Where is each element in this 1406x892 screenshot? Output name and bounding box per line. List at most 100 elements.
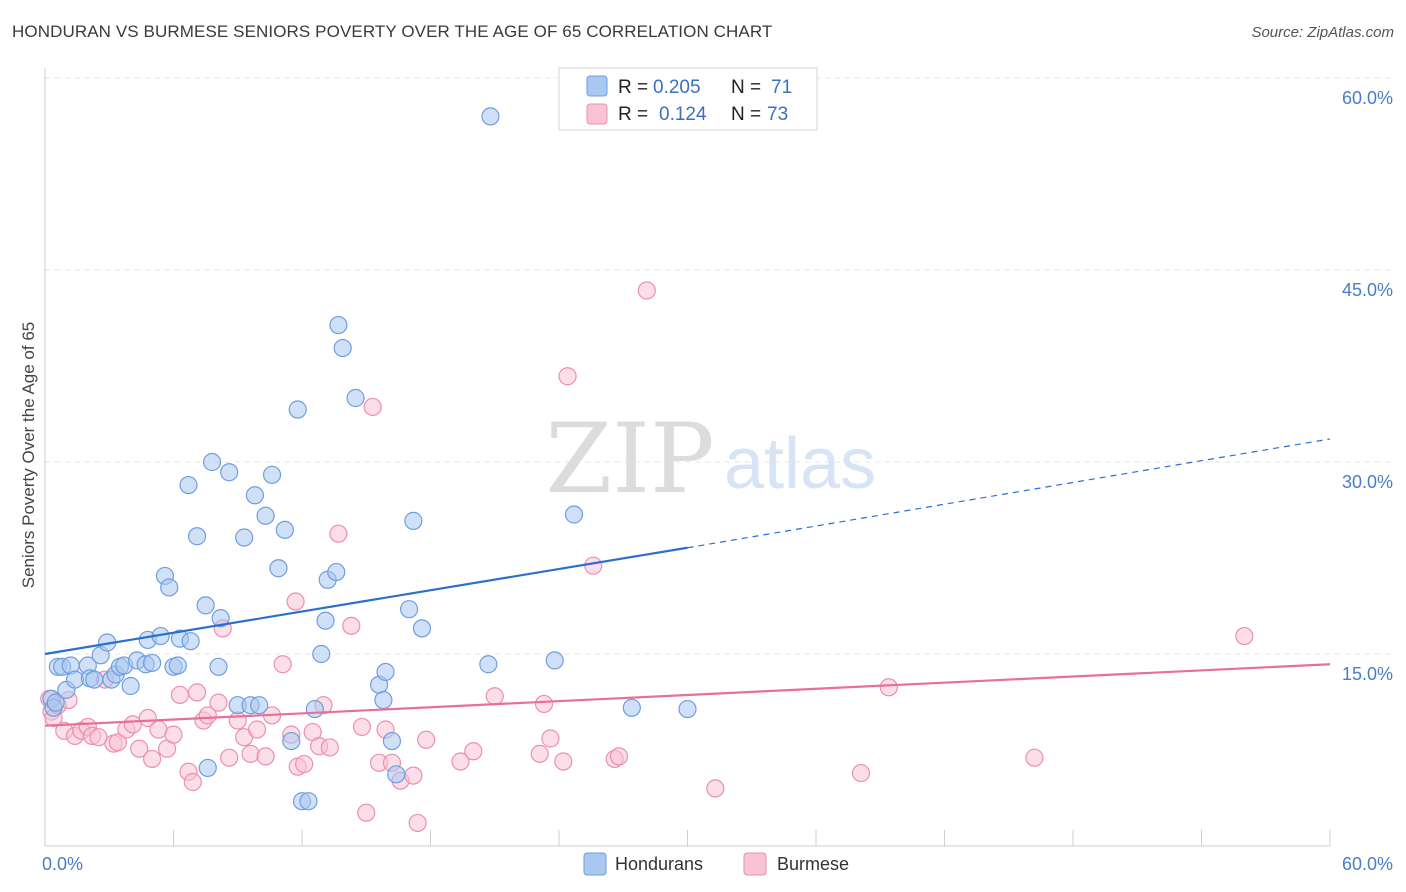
- burmese-point-46: [329, 524, 348, 543]
- burmese-point-66: [584, 556, 603, 575]
- burmese-trend-line: [44, 663, 1331, 727]
- burmese-point-57: [417, 730, 436, 749]
- legend-n-label-burmese: N =: [731, 104, 761, 125]
- burmese-point-31: [228, 711, 247, 730]
- bottom-legend-swatch-burmese: [743, 852, 767, 876]
- burmese-point-49: [357, 803, 376, 822]
- burmese-point-59: [464, 742, 483, 761]
- honduran-point-24: [160, 578, 179, 597]
- honduran-point-54: [329, 315, 348, 335]
- honduran-point-28: [181, 632, 200, 651]
- honduran-point-65: [479, 655, 498, 674]
- legend-r-value-hondurans: 0.205: [653, 77, 701, 98]
- honduran-point-61: [387, 765, 406, 784]
- burmese-point-47: [342, 616, 361, 635]
- burmese-point-74: [1235, 626, 1254, 646]
- burmese-points: [40, 281, 1254, 833]
- honduran-point-39: [245, 486, 264, 505]
- legend-swatch-burmese: [586, 103, 608, 125]
- y-tick-label-0: 15.0%: [1342, 664, 1393, 684]
- burmese-point-41: [295, 754, 314, 774]
- honduran-point-62: [399, 600, 419, 619]
- honduran-point-29: [179, 475, 198, 495]
- honduran-trend-extension: [687, 438, 1331, 549]
- honduran-point-50: [312, 644, 331, 664]
- series-legend: Hondurans Burmese: [583, 852, 849, 876]
- y-tick-label-3: 60.0%: [1342, 88, 1393, 108]
- honduran-point-40: [250, 696, 269, 715]
- honduran-point-43: [269, 559, 288, 578]
- honduran-point-64: [412, 619, 432, 638]
- y-axis-label: Seniors Poverty Over the Age of 65: [19, 322, 38, 588]
- burmese-point-16: [130, 739, 149, 758]
- burmese-point-39: [286, 592, 305, 611]
- honduran-point-31: [196, 596, 215, 615]
- honduran-point-35: [220, 463, 239, 482]
- burmese-point-33: [241, 744, 260, 763]
- honduran-point-26: [168, 656, 187, 675]
- y-tick-label-2: 45.0%: [1342, 280, 1393, 300]
- burmese-point-55: [404, 766, 423, 785]
- source-label: Source: ZipAtlas.com: [1251, 24, 1394, 41]
- burmese-point-56: [408, 813, 427, 833]
- honduran-point-7: [65, 670, 85, 689]
- burmese-point-64: [554, 752, 573, 771]
- burmese-point-70: [706, 779, 725, 798]
- burmese-point-25: [187, 683, 207, 702]
- honduran-point-63: [404, 511, 423, 530]
- burmese-point-69: [637, 281, 656, 300]
- honduran-point-56: [346, 388, 365, 408]
- legend-n-value-burmese: 73: [767, 104, 788, 125]
- x-tick-labels: 0.0% 60.0%: [42, 854, 1393, 874]
- legend-n-label-hondurans: N =: [731, 77, 761, 98]
- honduran-point-30: [187, 527, 207, 546]
- y-tick-labels: 15.0% 30.0% 45.0% 60.0%: [1342, 88, 1393, 684]
- honduran-point-70: [678, 699, 697, 719]
- burmese-point-63: [541, 729, 560, 748]
- honduran-point-45: [282, 731, 301, 751]
- honduran-point-33: [209, 657, 228, 676]
- honduran-point-53: [327, 562, 346, 582]
- burmese-point-21: [164, 725, 183, 744]
- burmese-point-13: [108, 733, 127, 752]
- honduran-point-34: [211, 609, 230, 628]
- burmese-point-48: [352, 717, 372, 737]
- legend-swatch-hondurans: [586, 75, 608, 97]
- burmese-point-22: [170, 685, 190, 705]
- burmese-point-34: [247, 720, 267, 739]
- honduran-point-58: [374, 690, 393, 710]
- legend-r-value-burmese: 0.124: [659, 104, 707, 125]
- watermark-zip: ZIP: [545, 403, 714, 515]
- honduran-point-46: [288, 400, 307, 419]
- burmese-point-45: [320, 738, 339, 757]
- burmese-point-15: [123, 715, 142, 734]
- bottom-legend-swatch-hondurans: [583, 852, 607, 876]
- correlation-legend: R = 0.205 N = 71 R = 0.124 N = 73: [558, 67, 818, 131]
- honduran-point-69: [622, 698, 641, 717]
- bottom-legend-label-hondurans: Hondurans: [615, 854, 703, 874]
- x-tick-label-0: 0.0%: [42, 854, 83, 874]
- burmese-point-35: [256, 747, 275, 766]
- legend-r-label-hondurans: R =: [618, 77, 648, 98]
- watermark-atlas: atlas: [724, 424, 876, 504]
- honduran-point-66: [481, 107, 500, 126]
- honduran-point-48: [299, 792, 318, 811]
- legend-n-value-hondurans: 71: [771, 77, 792, 98]
- burmese-point-61: [530, 744, 549, 763]
- burmese-point-58: [451, 752, 470, 771]
- burmese-point-37: [273, 655, 292, 674]
- burmese-point-72: [879, 678, 898, 697]
- burmese-point-73: [1025, 748, 1044, 767]
- legend-r-label-burmese: R =: [618, 104, 648, 125]
- chart-title: HONDURAN VS BURMESE SENIORS POVERTY OVER…: [12, 22, 773, 41]
- honduran-point-37: [235, 528, 254, 547]
- honduran-point-55: [333, 338, 352, 358]
- burmese-point-17: [138, 708, 157, 728]
- x-tick-label-1: 60.0%: [1342, 854, 1393, 874]
- burmese-point-18: [142, 749, 162, 769]
- honduran-point-68: [564, 505, 584, 524]
- gridlines: [45, 77, 1393, 655]
- bottom-legend-label-burmese: Burmese: [777, 854, 849, 874]
- burmese-point-30: [220, 748, 239, 767]
- burmese-point-62: [534, 694, 554, 714]
